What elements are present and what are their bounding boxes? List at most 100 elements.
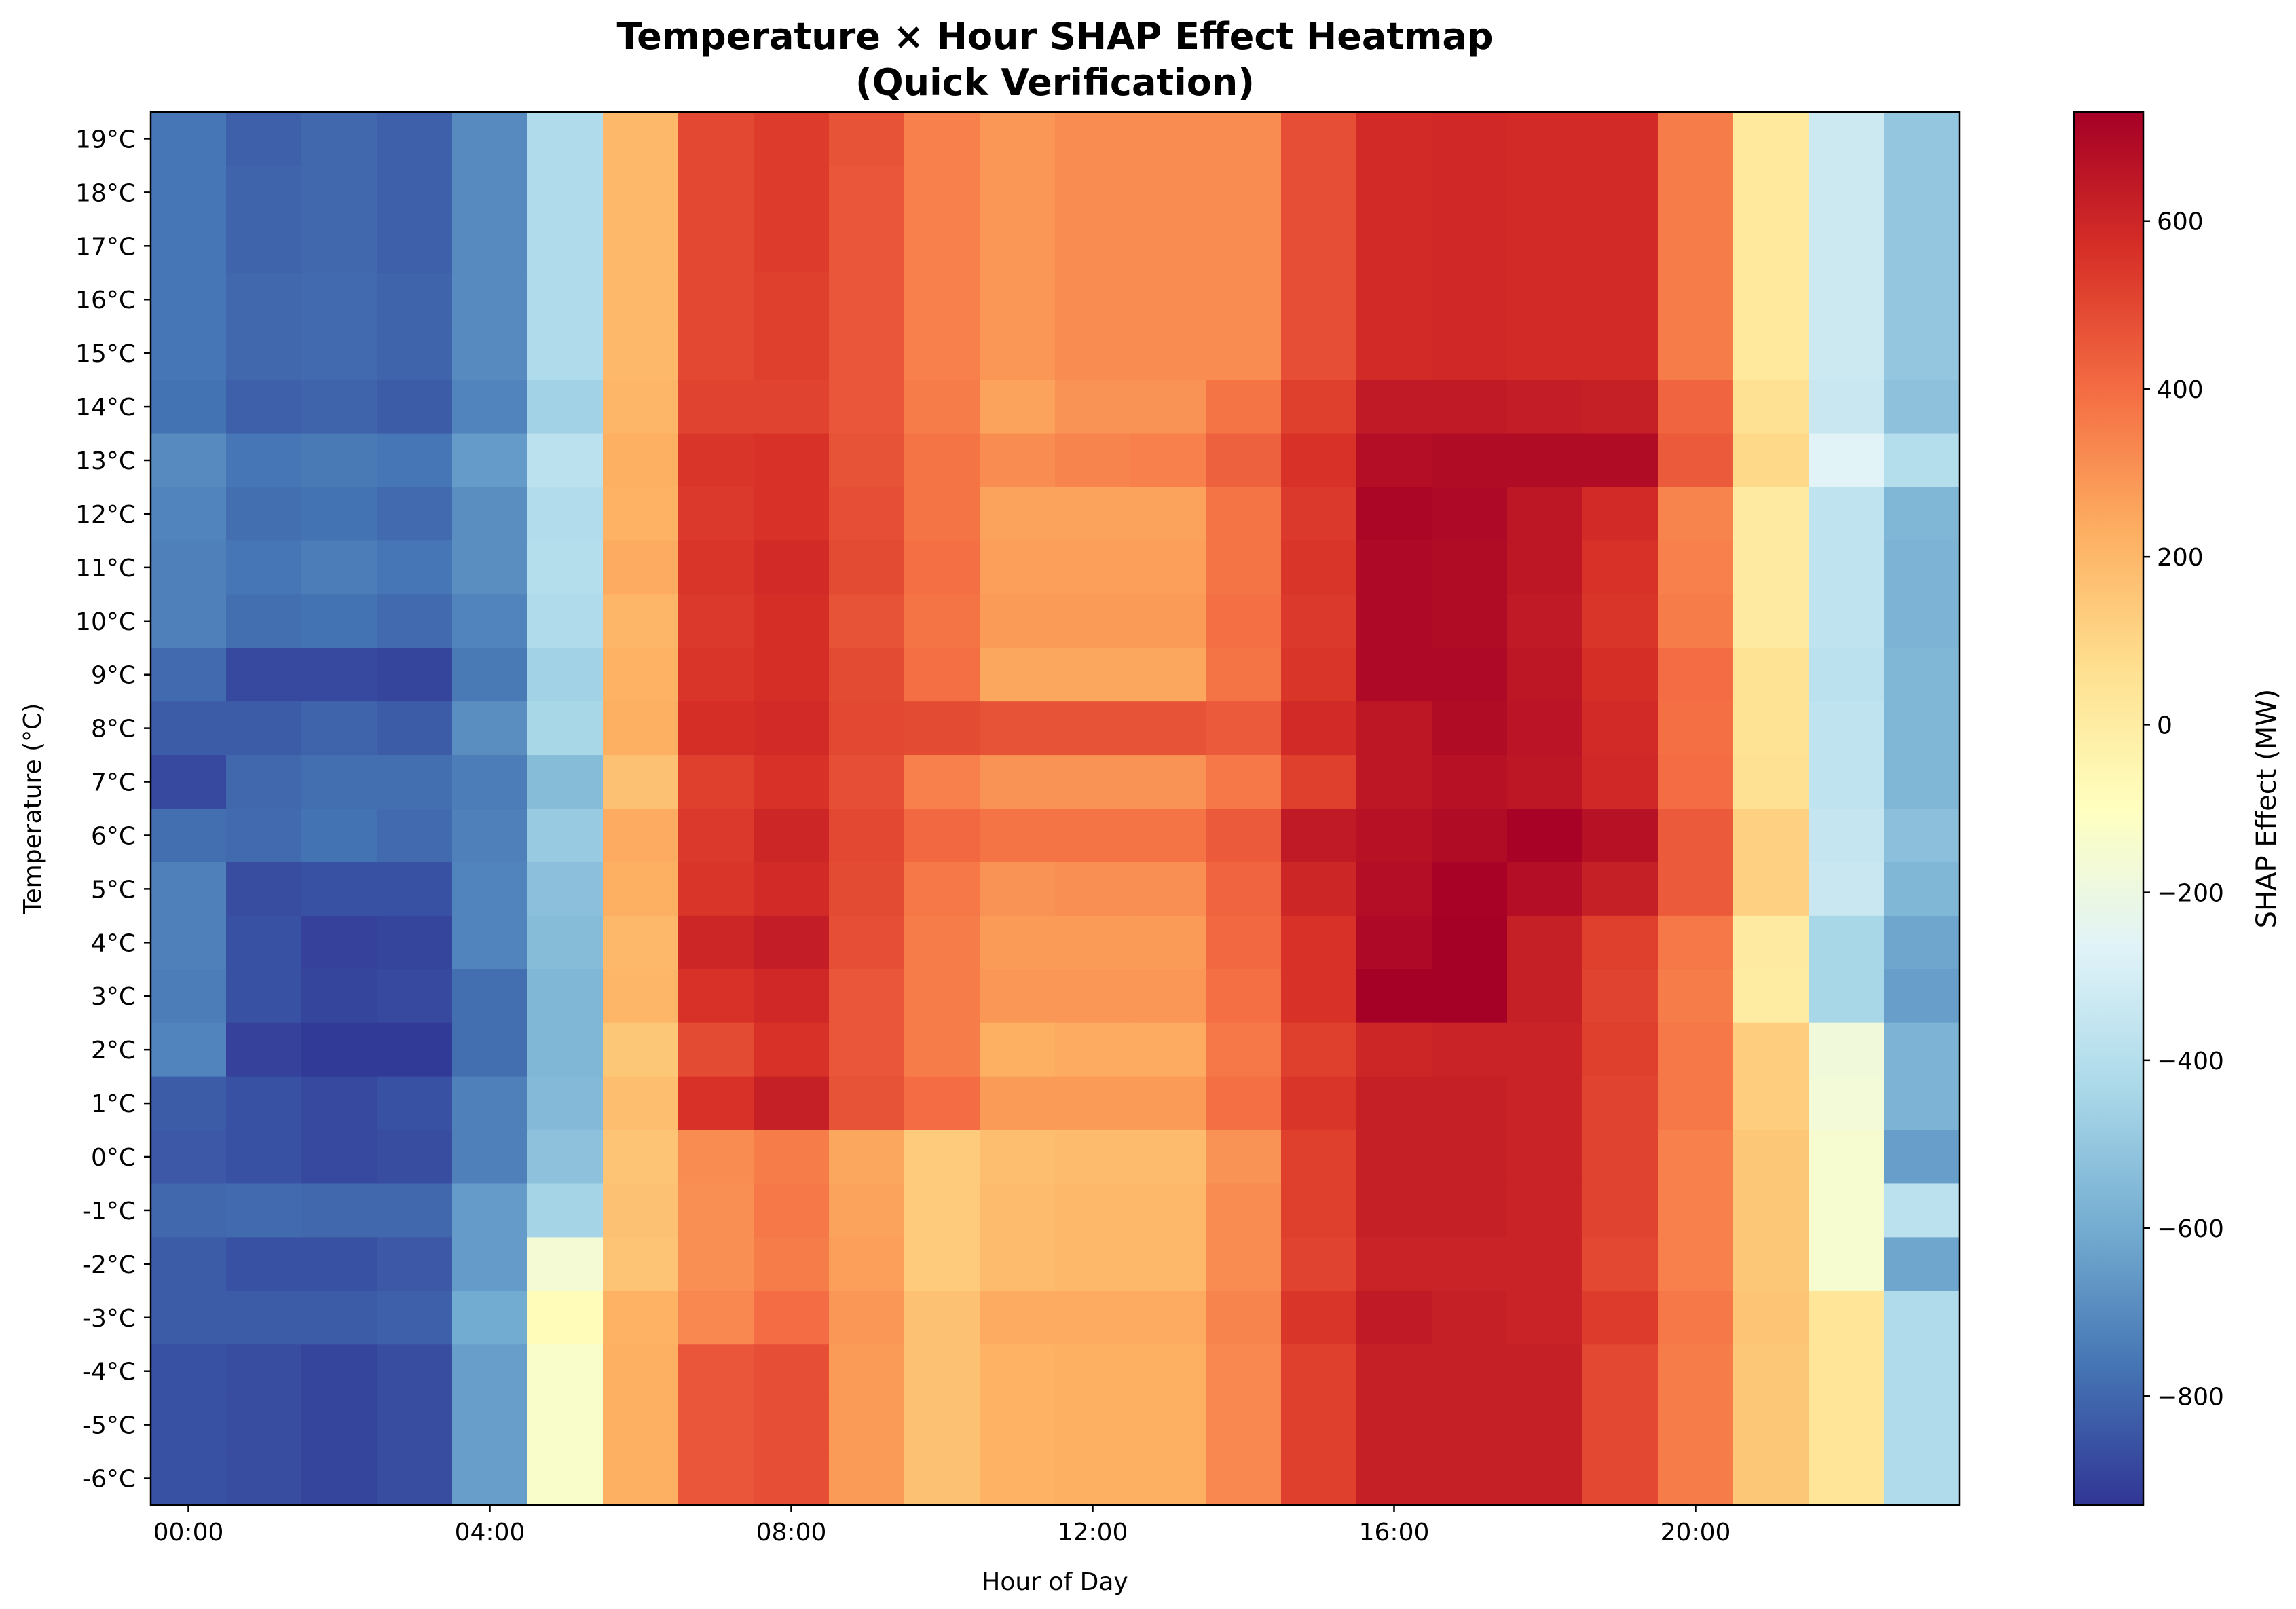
- heatmap-cell: [1884, 1130, 1960, 1185]
- heatmap-cell: [151, 969, 227, 1024]
- heatmap-cell: [452, 862, 528, 917]
- heatmap-cell: [980, 809, 1056, 863]
- heatmap-cell: [527, 326, 604, 381]
- heatmap-cell: [301, 755, 377, 809]
- heatmap-cell: [829, 1076, 905, 1131]
- heatmap-cell: [1130, 1183, 1206, 1238]
- heatmap-cell: [1658, 594, 1734, 648]
- heatmap-cell: [452, 701, 528, 756]
- heatmap-cell: [1582, 112, 1659, 166]
- heatmap-cell: [754, 540, 830, 595]
- heatmap-cell: [1055, 969, 1131, 1024]
- heatmap-cell: [226, 648, 302, 702]
- heatmap-cell: [603, 540, 679, 595]
- heatmap-cell: [1432, 809, 1508, 863]
- heatmap-cell: [1130, 755, 1206, 809]
- heatmap-cell: [1130, 1022, 1206, 1077]
- heatmap-cell: [527, 112, 604, 166]
- heatmap-cell: [1281, 165, 1357, 220]
- heatmap-cell: [377, 219, 453, 274]
- heatmap-cell: [980, 487, 1056, 541]
- heatmap-cell: [1884, 219, 1960, 274]
- y-tick-label: -5°C: [82, 1412, 136, 1440]
- heatmap-cell: [829, 809, 905, 863]
- heatmap-cell: [527, 648, 604, 702]
- heatmap-cell: [678, 862, 754, 917]
- heatmap-cell: [377, 1183, 453, 1238]
- colorbar-tick-label: −800: [2157, 1383, 2224, 1411]
- heatmap-cell: [1658, 272, 1734, 327]
- heatmap-cell: [1281, 1183, 1357, 1238]
- heatmap-cell: [1507, 219, 1583, 274]
- heatmap-cell: [1884, 1183, 1960, 1238]
- heatmap-cell: [829, 1291, 905, 1345]
- heatmap-cell: [754, 1076, 830, 1131]
- heatmap-cell: [1432, 1183, 1508, 1238]
- heatmap-cell: [904, 648, 980, 702]
- heatmap-cell: [603, 433, 679, 488]
- heatmap-cell: [452, 915, 528, 970]
- y-tick-label: 9°C: [91, 662, 136, 690]
- y-tick-label: 11°C: [75, 555, 136, 582]
- heatmap-cell: [1206, 1237, 1282, 1291]
- heatmap-cell: [527, 1237, 604, 1291]
- heatmap-cell: [1582, 862, 1659, 917]
- heatmap-cell: [1356, 1237, 1432, 1291]
- heatmap-cell: [1733, 862, 1809, 917]
- colorbar-tick-label: 400: [2157, 376, 2204, 404]
- heatmap-cell: [678, 1022, 754, 1077]
- heatmap-cell: [1733, 380, 1809, 434]
- heatmap-cell: [1507, 1451, 1583, 1506]
- heatmap-cell: [1507, 380, 1583, 434]
- heatmap-cell: [1733, 701, 1809, 756]
- heatmap-cell: [1356, 112, 1432, 166]
- heatmap-cell: [1809, 594, 1885, 648]
- heatmap-cell: [904, 165, 980, 220]
- heatmap-cell: [226, 969, 302, 1024]
- heatmap-cell: [1582, 1291, 1659, 1345]
- heatmap-cell: [1507, 809, 1583, 863]
- heatmap-cell: [1055, 487, 1131, 541]
- heatmap-cell: [678, 1291, 754, 1345]
- heatmap-cell: [754, 1022, 830, 1077]
- heatmap-cell: [377, 540, 453, 595]
- heatmap-cell: [151, 326, 227, 381]
- heatmap-cell: [1055, 1237, 1131, 1291]
- heatmap-cell: [226, 272, 302, 327]
- heatmap-cell: [980, 1398, 1056, 1452]
- heatmap-cell: [1130, 862, 1206, 917]
- heatmap-cell: [301, 701, 377, 756]
- heatmap-cell: [301, 594, 377, 648]
- heatmap-cell: [1130, 648, 1206, 702]
- heatmap-cell: [1658, 1022, 1734, 1077]
- heatmap-cell: [1130, 1344, 1206, 1399]
- heatmap-cell: [1884, 1076, 1960, 1131]
- colorbar-axis: −800 −600 −400 −200 0 200 400 600: [2143, 208, 2224, 1411]
- colorbar-tick-label: 0: [2157, 711, 2172, 739]
- heatmap-cell: [1130, 809, 1206, 863]
- heatmap-cell: [226, 219, 302, 274]
- heatmap-cell: [829, 487, 905, 541]
- heatmap-cell: [1206, 1451, 1282, 1506]
- y-tick-label: -2°C: [82, 1251, 136, 1279]
- x-tick-label: 12:00: [1058, 1519, 1128, 1547]
- heatmap-cell: [980, 1291, 1056, 1345]
- heatmap-cell: [1356, 219, 1432, 274]
- heatmap-cell: [226, 1022, 302, 1077]
- heatmap-cell: [754, 594, 830, 648]
- heatmap-cell: [527, 487, 604, 541]
- heatmap-cell: [1582, 1076, 1659, 1131]
- heatmap-cell: [1809, 1451, 1885, 1506]
- heatmap-cell: [452, 1451, 528, 1506]
- heatmap-cell: [829, 165, 905, 220]
- heatmap-cell: [1356, 1076, 1432, 1131]
- heatmap-cell: [1055, 809, 1131, 863]
- heatmap-cell: [1281, 1291, 1357, 1345]
- heatmap-cell: [151, 1022, 227, 1077]
- heatmap-cell: [1356, 487, 1432, 541]
- heatmap-cell: [1055, 1076, 1131, 1131]
- heatmap-cell: [1884, 969, 1960, 1024]
- heatmap-cell: [1733, 915, 1809, 970]
- heatmap-cell: [678, 165, 754, 220]
- heatmap-cell: [1809, 380, 1885, 434]
